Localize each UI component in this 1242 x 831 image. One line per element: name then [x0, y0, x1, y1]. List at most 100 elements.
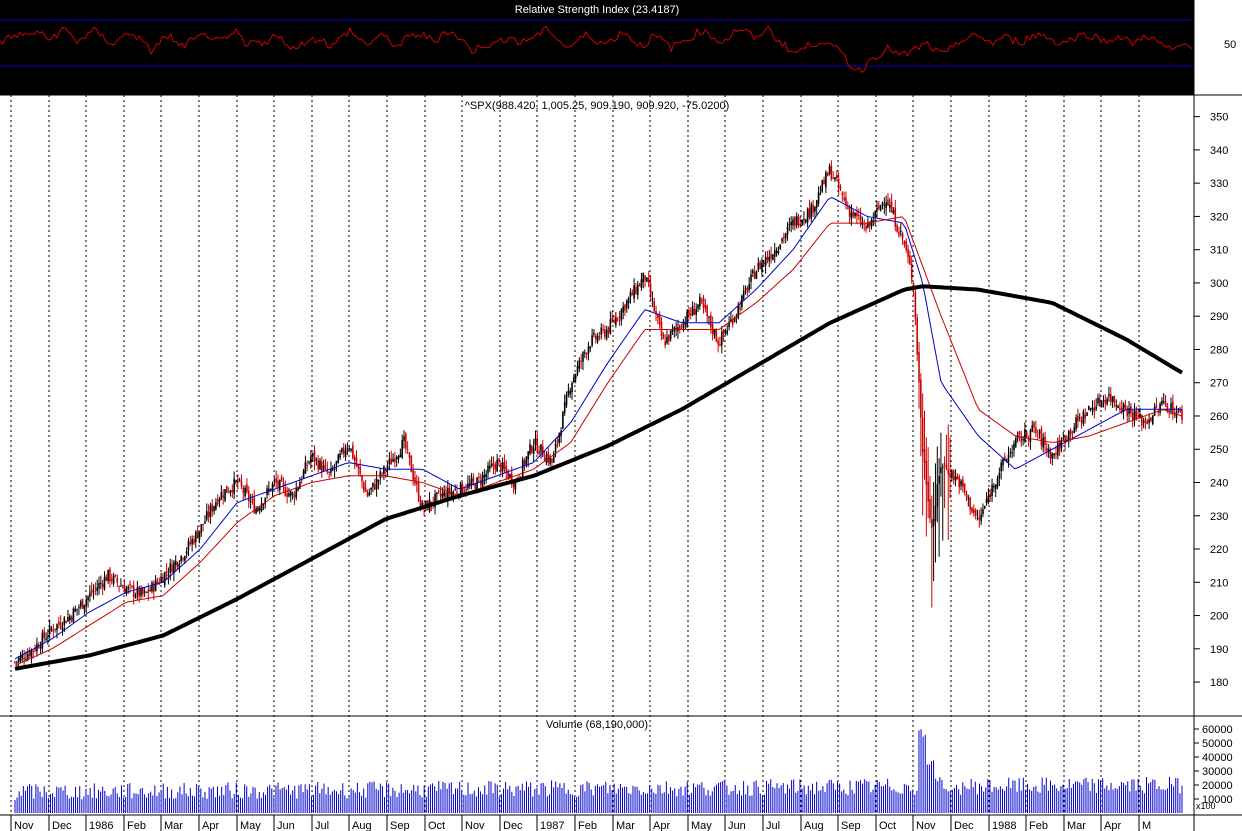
price-candle-body — [580, 360, 582, 362]
price-candle-body — [585, 353, 588, 355]
price-candle-body — [269, 488, 272, 492]
price-candle-body — [173, 562, 175, 574]
price-candle-body — [1108, 394, 1110, 397]
price-candle-body — [1040, 428, 1043, 446]
price-candle-body — [456, 491, 458, 494]
price-candle-body — [615, 317, 617, 325]
price-candle-body — [744, 288, 747, 290]
price-candle-body — [728, 322, 730, 328]
price-candle-body — [1120, 407, 1123, 413]
price-candle-body — [848, 207, 851, 217]
volume-multiplier-label: x100 — [1196, 801, 1216, 811]
price-candle-body — [892, 210, 895, 214]
price-candle-body — [545, 455, 548, 463]
price-candle-body — [279, 480, 281, 490]
price-candle-body — [859, 215, 862, 225]
price-candle-body — [1109, 393, 1112, 403]
price-candle-body — [562, 411, 564, 429]
price-candle-body — [1115, 404, 1118, 406]
price-candle-body — [551, 458, 553, 463]
price-candle-body — [974, 509, 977, 516]
price-candle-body — [317, 459, 319, 470]
price-y-tick-label: 190 — [1210, 644, 1228, 656]
price-candle-body — [783, 236, 785, 239]
price-candle-body — [675, 328, 677, 330]
price-candle-body — [587, 346, 590, 354]
price-candle-body — [624, 304, 626, 311]
price-candle-body — [328, 471, 330, 473]
price-y-tick-label: 300 — [1210, 278, 1228, 290]
x-tick-label: Mar — [164, 820, 183, 831]
price-candle-body — [1151, 415, 1154, 424]
price-candle-body — [58, 621, 60, 625]
price-candle-body — [708, 316, 710, 318]
price-candle-body — [916, 318, 918, 355]
price-candle-body — [885, 202, 887, 209]
price-candle-body — [381, 473, 383, 475]
price-candle-body — [762, 262, 765, 264]
price-candle-body — [163, 572, 166, 586]
price-candle-body — [244, 487, 246, 496]
price-candle-body — [121, 587, 124, 589]
price-candle-body — [899, 230, 902, 232]
price-candle-body — [640, 279, 643, 289]
price-candle-body — [699, 296, 701, 307]
price-candle-body — [512, 482, 515, 488]
price-candle-body — [288, 493, 290, 497]
price-candle-body — [571, 383, 573, 393]
price-candle-body — [262, 503, 265, 506]
price-candle-body — [496, 459, 498, 472]
price-candle-body — [465, 488, 467, 491]
price-y-tick-label: 200 — [1210, 611, 1228, 623]
price-candle-body — [956, 475, 959, 480]
price-candle-body — [152, 583, 155, 592]
price-candle-body — [759, 261, 761, 270]
price-y-tick-label: 310 — [1210, 245, 1228, 257]
price-candle-body — [620, 309, 623, 321]
price-candle-body — [558, 433, 561, 443]
price-candle-body — [777, 250, 780, 254]
price-candle-body — [750, 274, 752, 282]
price-candle-body — [770, 253, 772, 259]
price-candle-body — [231, 490, 234, 493]
price-candle-body — [529, 444, 531, 454]
price-candle-body — [434, 493, 436, 508]
price-candle-body — [352, 445, 354, 459]
price-candle-body — [1146, 421, 1149, 425]
price-candle-body — [980, 514, 982, 522]
price-candle-body — [392, 458, 394, 462]
price-candle-body — [609, 319, 612, 334]
price-candle-body — [313, 450, 316, 463]
price-candle-body — [61, 627, 64, 630]
price-candle-body — [973, 509, 975, 513]
price-candle-body — [803, 219, 805, 221]
x-tick-label: Sep — [390, 820, 410, 831]
price-candle-body — [388, 458, 391, 464]
price-candle-body — [971, 507, 973, 513]
price-candle-body — [905, 241, 908, 251]
price-candle-body — [826, 173, 829, 177]
price-candle-body — [909, 255, 911, 265]
price-candle-body — [131, 585, 133, 587]
x-tick-label: Mar — [1067, 820, 1086, 831]
price-candle-body — [406, 449, 409, 451]
moving-average-line — [14, 196, 1182, 660]
price-candle-body — [14, 661, 16, 663]
price-candle-body — [364, 487, 367, 492]
price-candle-body — [622, 306, 624, 313]
price-candle-body — [98, 582, 100, 589]
price-candle-body — [633, 285, 635, 299]
price-candle-body — [945, 464, 948, 468]
price-candle-body — [934, 506, 937, 521]
price-candle-body — [1007, 454, 1010, 463]
price-candle-body — [227, 492, 230, 494]
price-y-tick-label: 350 — [1210, 112, 1228, 124]
price-candle-body — [28, 650, 31, 657]
price-candle-body — [129, 583, 131, 586]
price-candle-body — [1113, 396, 1116, 403]
price-candle-body — [1141, 414, 1143, 426]
price-candle-body — [222, 495, 224, 498]
price-candle-body — [32, 650, 35, 652]
price-candle-body — [1100, 401, 1103, 408]
price-candle-body — [34, 648, 36, 651]
